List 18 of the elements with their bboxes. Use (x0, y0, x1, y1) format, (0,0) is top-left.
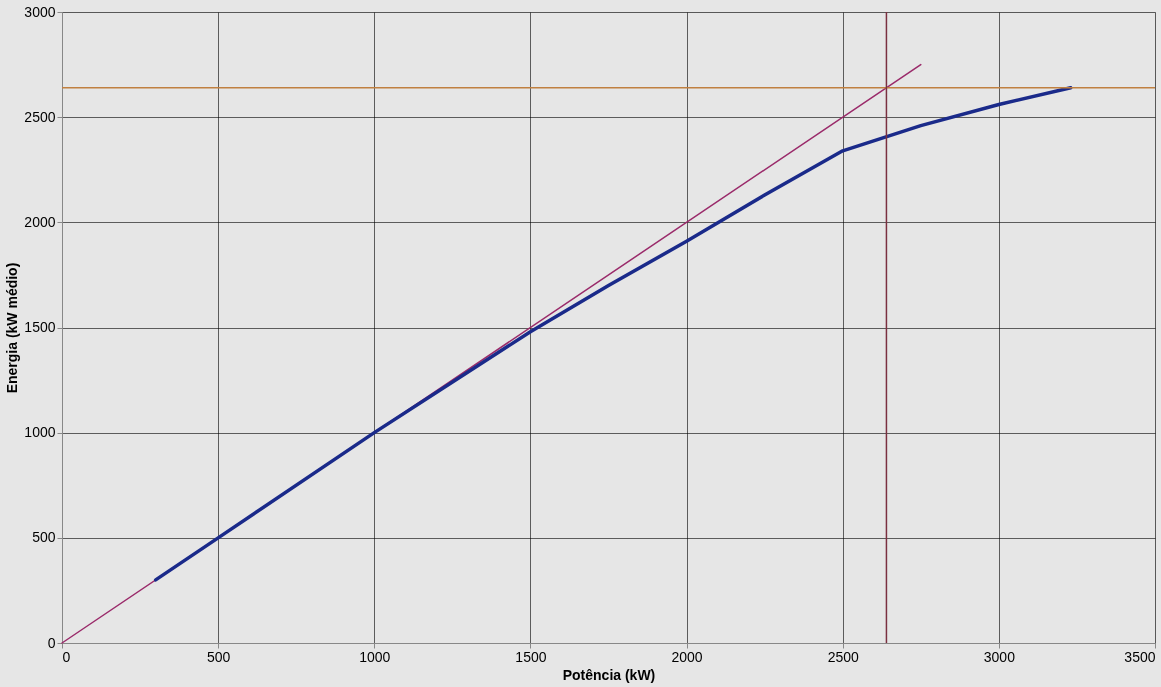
x-tick-label: 2500 (827, 648, 859, 665)
y-axis-title: Energia (kW médio) (4, 262, 21, 394)
y-tick-label: 3000 (24, 3, 56, 20)
line-series (153, 85, 1073, 582)
y-tick-label: 2000 (24, 213, 56, 230)
x-tick-label: 0 (62, 648, 71, 665)
y-tick-label: 500 (32, 529, 56, 546)
x-tick-label: 3500 (1124, 648, 1156, 665)
y-tick-label: 1500 (24, 319, 56, 335)
y-tick-label: 0 (47, 634, 56, 651)
x-tick-label: 2000 (671, 648, 703, 665)
x-tick-label: 1500 (515, 648, 547, 665)
y-tick-label: 1000 (24, 424, 56, 441)
x-tick-label: 3000 (983, 648, 1016, 665)
x-tick-label: 1000 (359, 648, 391, 665)
y-tick-label: 2500 (24, 108, 56, 125)
x-tick-label: 500 (206, 648, 231, 665)
x-axis-title: Potência (kW) (562, 666, 656, 683)
